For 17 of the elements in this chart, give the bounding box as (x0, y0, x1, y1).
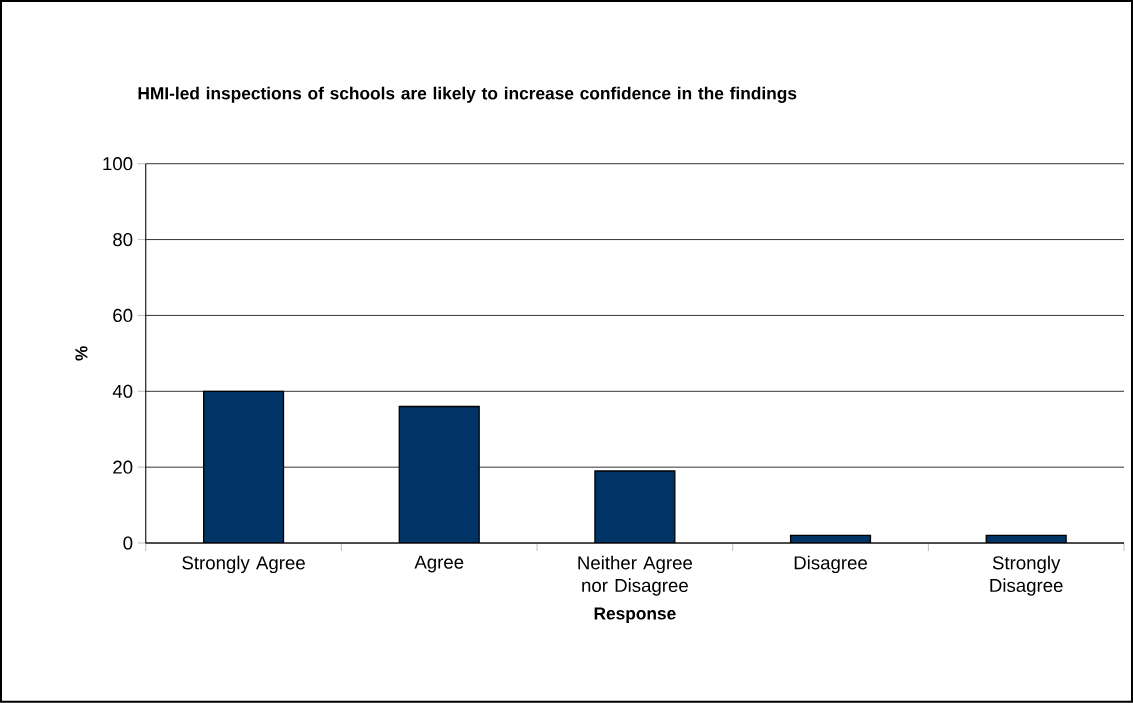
y-tick-label: 80 (113, 233, 133, 247)
x-tick-label: Strongly Disagree (990, 555, 1063, 596)
x-tick-label: Disagree (794, 555, 867, 574)
y-tick-label: 0 (123, 536, 133, 550)
y-tick-label: 60 (113, 308, 133, 323)
x-tick-label: Strongly Agree (182, 555, 305, 574)
bar (398, 405, 480, 544)
chart-title: HMI-led inspections of schools are likely to increase confidence in the findings (138, 86, 797, 104)
x-axis-title: Response (594, 607, 676, 624)
y-tick-label: 40 (112, 384, 133, 399)
x-tick-label: Agree (414, 555, 464, 573)
bar (202, 390, 285, 544)
y-tick-label: 20 (113, 460, 133, 474)
bar (594, 470, 676, 544)
y-axis-title: % (75, 346, 88, 361)
x-tick-label: Neither Agree nor Disagree (578, 555, 693, 596)
y-tick-label: 100 (103, 157, 133, 171)
